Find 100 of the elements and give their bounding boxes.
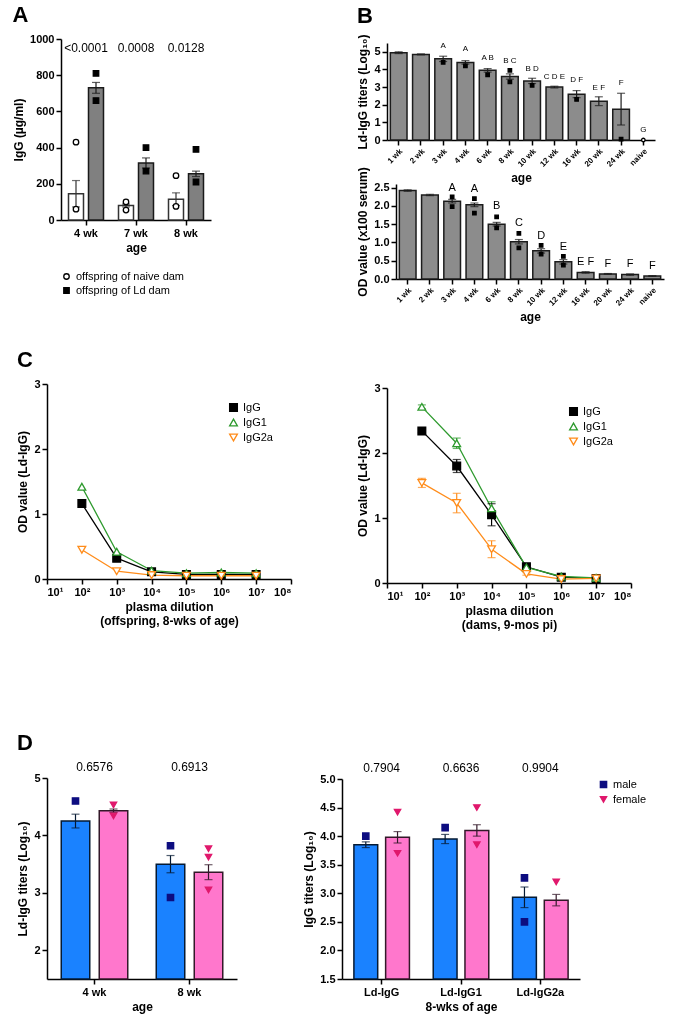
y-tick-label: 3.0 — [320, 886, 336, 899]
x-tick-label: 8 wk — [505, 285, 525, 305]
x-tick-label: 4 wk — [74, 226, 99, 239]
y-tick-label: 3 — [34, 886, 41, 899]
annotation: F — [648, 259, 656, 272]
annotation: B — [492, 199, 501, 212]
y-tick-label: 1 — [34, 507, 41, 520]
x-tick-label: Ld-IgG2a — [516, 985, 566, 998]
annotation: C D E — [543, 72, 566, 82]
y-axis-title: IgG titers (Log₁₀) — [302, 831, 317, 928]
y-tick-label: 1 — [374, 511, 381, 524]
x-tick-label: Ld-IgG1 — [440, 985, 482, 998]
text: 0.6913 — [171, 760, 209, 774]
x-axis-title: age — [511, 170, 533, 185]
annotation: E F — [592, 82, 606, 92]
y-tick-label: 1.0 — [374, 235, 390, 248]
y-tick-label: 2 — [34, 943, 41, 956]
y-axis-title: Ld-IgG titers (Log₁₀) — [16, 821, 31, 937]
legend-label: female — [613, 792, 647, 805]
y-tick-label: 0.5 — [374, 254, 390, 267]
annotation: 0.0128 — [167, 41, 205, 55]
y-tick-label: 4 — [374, 62, 382, 75]
x-tick-label: 10⁴ — [483, 589, 501, 602]
text: 0.9904 — [521, 761, 560, 775]
y-tick-label: 4 — [34, 828, 42, 841]
legend-label: IgG2a — [243, 430, 274, 443]
legend-label: offspring of naive dam — [76, 269, 185, 282]
x-tick-label: 8 wk — [174, 226, 199, 239]
x-tick-label: 10⁶ — [213, 585, 231, 598]
y-tick-label: 2 — [374, 98, 381, 111]
annotation: F — [626, 256, 634, 269]
x-tick-label: 3 wk — [430, 146, 450, 166]
x-tick-label: 2 wk — [407, 146, 427, 166]
x-tick-label: 10³ — [449, 589, 466, 602]
x-tick-label: 3 wk — [439, 285, 459, 305]
annotation: D F — [570, 74, 584, 84]
annotation: B D — [525, 63, 540, 73]
x-tick-label: 7 wk — [124, 226, 149, 239]
y-tick-label: 3 — [34, 377, 41, 390]
x-tick-label: 16 wk — [569, 285, 592, 308]
x-tick-label: 20 wk — [591, 285, 614, 308]
legend-label: offspring of Ld dam — [76, 283, 170, 296]
x-axis-title: plasma dilution (dams, 9-mos pi) — [461, 603, 558, 632]
y-tick-label: 0.0 — [374, 272, 390, 285]
x-tick-label: 2 wk — [416, 285, 436, 305]
legend-label: IgG1 — [243, 415, 267, 428]
annotation: A — [440, 41, 447, 51]
x-tick-label: 12 wk — [547, 285, 570, 308]
x-tick-label: 16 wk — [560, 146, 583, 169]
y-axis-title: OD value (Ld-IgG) — [16, 431, 31, 533]
chart-title: C — [16, 347, 33, 372]
y-tick-label: 5.0 — [320, 772, 336, 785]
x-tick-label: 10⁵ — [518, 589, 536, 602]
x-tick-label: 10³ — [109, 585, 126, 598]
y-tick-label: 0 — [374, 133, 381, 146]
x-tick-label: 20 wk — [582, 146, 605, 169]
y-tick-label: 2 — [34, 442, 41, 455]
x-tick-label: 10 wk — [516, 146, 539, 169]
x-tick-label: 10⁷ — [248, 585, 266, 598]
annotation: D — [537, 229, 546, 242]
y-tick-label: 2.0 — [374, 199, 390, 212]
y-axis-title: OD value (x100 serum) — [356, 167, 371, 297]
x-axis-title: 8-wks of age — [425, 999, 498, 1014]
x-tick-label: 24 wk — [604, 146, 628, 169]
y-tick-label: 3 — [374, 381, 381, 394]
text: 0.7904 — [363, 761, 401, 775]
x-tick-label: 8 wk — [496, 146, 516, 166]
y-axis-title: Ld-IgG titers (Log₁₀) — [356, 34, 371, 150]
x-tick-label: 10¹ — [387, 589, 404, 602]
x-tick-label: 6 wk — [474, 146, 494, 166]
annotation: 0.0008 — [117, 41, 155, 55]
x-tick-label: 10⁸ — [614, 589, 632, 602]
x-axis-title: plasma dilution (offspring, 8-wks of age) — [100, 599, 239, 628]
annotation: <0.0001 — [64, 41, 109, 55]
y-tick-label: 2 — [374, 446, 381, 459]
annotation: B C — [503, 56, 517, 66]
y-tick-label: 1 — [374, 115, 381, 128]
x-tick-label: 12 wk — [538, 146, 561, 169]
text: 0.6576 — [76, 760, 114, 774]
legend-label: IgG — [583, 404, 601, 417]
legend-label: IgG — [243, 400, 261, 413]
chart-title: D — [16, 730, 33, 755]
x-axis-title: age — [132, 999, 154, 1014]
y-tick-label: 2.5 — [374, 181, 390, 194]
x-tick-label: 8 wk — [177, 985, 203, 998]
y-tick-label: 5 — [34, 771, 41, 784]
x-tick-label: 10² — [74, 585, 91, 598]
annotation: C — [514, 215, 523, 228]
x-tick-label: 10⁵ — [178, 585, 196, 598]
x-tick-label: 10² — [414, 589, 431, 602]
y-tick-label: 0 — [48, 213, 55, 226]
annotation: A — [448, 180, 457, 193]
chart-title: A — [12, 2, 29, 27]
x-tick-label: 4 wk — [82, 985, 108, 998]
x-tick-label: 10⁷ — [588, 589, 606, 602]
x-tick-label: 10⁸ — [274, 585, 292, 598]
y-tick-label: 4.0 — [320, 829, 336, 842]
y-tick-label: 4.5 — [320, 801, 336, 814]
y-tick-label: 0 — [374, 576, 381, 589]
legend-label: IgG2a — [583, 434, 614, 447]
